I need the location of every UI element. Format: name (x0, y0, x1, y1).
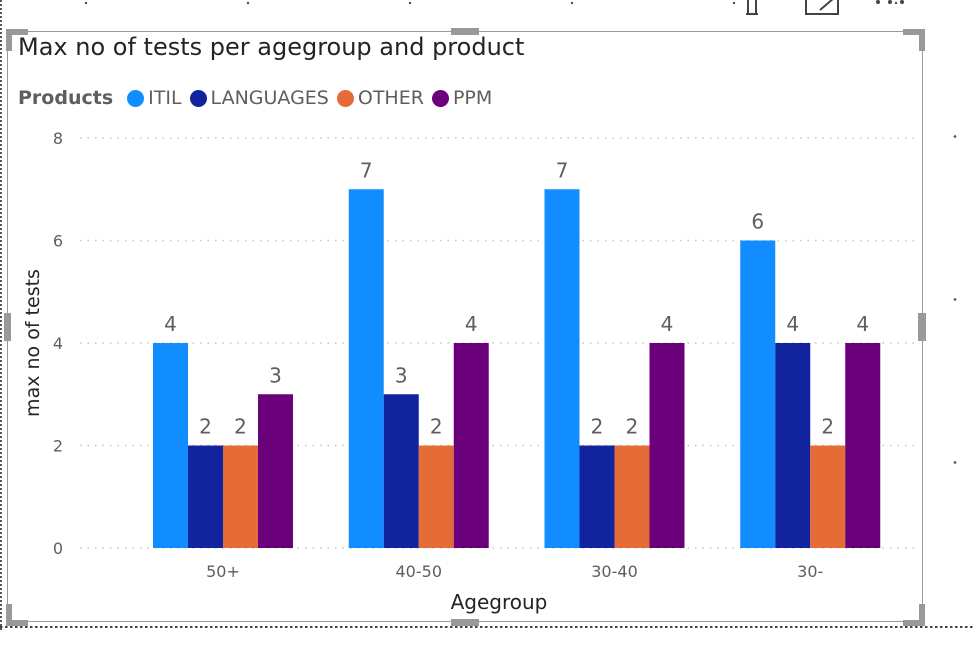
legend-label: LANGUAGES (210, 87, 329, 109)
data-label: 7 (360, 158, 373, 182)
bar[interactable] (418, 445, 454, 549)
legend-title: Products (18, 87, 114, 109)
resize-handle-bottom-left[interactable] (6, 620, 28, 626)
bar[interactable] (544, 189, 580, 548)
legend-swatch (189, 89, 207, 107)
bar[interactable] (453, 343, 489, 548)
data-label: 7 (556, 158, 569, 182)
resize-handle-top[interactable] (451, 28, 479, 35)
resize-handle-bottom-left[interactable] (6, 604, 12, 626)
legend-swatch (431, 89, 449, 107)
legend-item-itil[interactable]: ITIL (127, 87, 182, 109)
data-label: 3 (395, 363, 408, 387)
data-label: 2 (626, 415, 639, 439)
resize-handle-left[interactable] (4, 313, 11, 341)
data-label: 4 (661, 312, 674, 336)
y-tick-label: 4 (53, 334, 63, 353)
x-tick-label: 50+ (206, 562, 240, 581)
y-tick-label: 6 (53, 232, 63, 251)
legend-label: OTHER (357, 87, 424, 109)
legend-label: PPM (452, 87, 493, 109)
bar[interactable] (153, 343, 188, 548)
canvas-border-left (0, 0, 4, 630)
bar[interactable] (740, 240, 776, 549)
data-label: 2 (234, 415, 247, 439)
legend-item-languages[interactable]: LANGUAGES (189, 87, 329, 109)
chart-title: Max no of tests per agegroup and product (18, 33, 525, 61)
legend-item-other[interactable]: OTHER (336, 87, 424, 109)
bar[interactable] (649, 343, 685, 548)
data-label: 3 (269, 363, 282, 387)
visual-header (746, 0, 904, 15)
y-tick-label: 2 (53, 437, 63, 456)
bar[interactable] (810, 445, 846, 549)
x-tick-label: 30- (797, 562, 823, 581)
resize-handle-top-right[interactable] (903, 29, 925, 35)
x-axis-title: Agegroup (450, 590, 548, 614)
legend-swatch (336, 89, 354, 107)
bar[interactable] (775, 343, 811, 548)
resize-handle-bottom[interactable] (451, 619, 479, 626)
canvas-grid-top (0, 0, 975, 6)
resize-handle-right[interactable] (918, 313, 926, 341)
bar[interactable] (614, 445, 650, 549)
x-tick-label: 30-40 (591, 562, 638, 581)
data-label: 6 (751, 210, 764, 234)
bar[interactable] (348, 189, 384, 548)
data-label: 4 (164, 312, 177, 336)
bar[interactable] (579, 445, 615, 549)
bar[interactable] (188, 445, 223, 549)
y-tick-label: 0 (53, 539, 63, 558)
y-tick-label: 8 (53, 129, 63, 148)
focus-mode-icon[interactable] (805, 0, 839, 15)
x-tick-label: 40-50 (396, 562, 443, 581)
chart-legend: Products ITIL LANGUAGES OTHER PPM (18, 86, 500, 110)
legend-label: ITIL (148, 87, 182, 109)
resize-handle-top-left[interactable] (6, 29, 28, 35)
data-label: 4 (786, 312, 799, 336)
data-label: 4 (465, 312, 478, 336)
pin-icon[interactable] (746, 0, 758, 15)
data-label: 4 (856, 312, 869, 336)
bar[interactable] (223, 445, 258, 549)
resize-handle-bottom-right[interactable] (919, 604, 925, 626)
data-label: 2 (821, 415, 834, 439)
bar[interactable] (383, 394, 419, 548)
data-label: 2 (199, 415, 212, 439)
bar[interactable] (845, 343, 881, 548)
canvas-grid-right (950, 0, 960, 620)
resize-handle-top-right[interactable] (919, 29, 925, 51)
bar[interactable] (258, 394, 293, 548)
data-label: 2 (591, 415, 604, 439)
resize-handle-bottom-right[interactable] (903, 620, 925, 626)
legend-swatch (127, 89, 145, 107)
more-options-icon[interactable] (876, 0, 904, 4)
canvas-border-bottom (0, 626, 975, 630)
data-label: 2 (430, 415, 443, 439)
resize-handle-top-left[interactable] (6, 29, 12, 51)
legend-item-ppm[interactable]: PPM (431, 87, 493, 109)
